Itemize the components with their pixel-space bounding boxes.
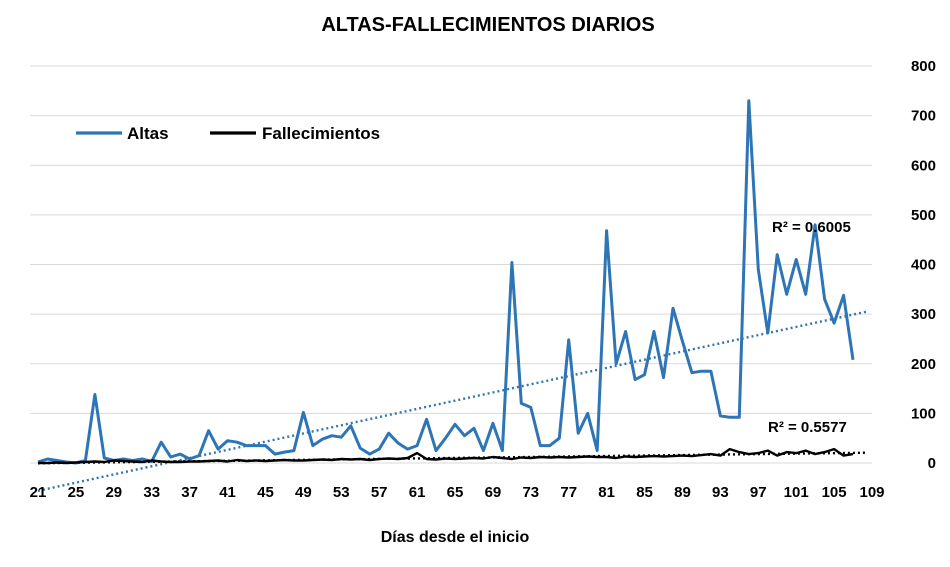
legend: Altas Fallecimientos <box>76 124 380 143</box>
y-tick-label: 800 <box>911 58 936 75</box>
x-tick-label: 57 <box>371 484 388 501</box>
y-tick-label: 700 <box>911 108 936 125</box>
gridlines <box>30 65 872 464</box>
x-tick-label: 29 <box>105 484 122 501</box>
r-squared-altas: R² = 0.6005 <box>772 219 851 236</box>
series-lines <box>37 99 855 465</box>
y-tick-label: 0 <box>928 455 936 472</box>
y-tick-label: 600 <box>911 157 936 174</box>
x-tick-label: 81 <box>598 484 615 501</box>
x-tick-label: 69 <box>485 484 502 501</box>
x-tick-label: 105 <box>822 484 847 501</box>
x-tick-label: 85 <box>636 484 653 501</box>
x-tick-label: 61 <box>409 484 426 501</box>
y-tick-label: 200 <box>911 356 936 373</box>
x-tick-label: 65 <box>447 484 464 501</box>
x-tick-labels: 21 25 29 33 37 41 45 49 53 57 61 65 69 73 77 81 85 89 93 97… <box>30 484 885 501</box>
x-tick-label: 25 <box>68 484 85 501</box>
y-tick-label: 300 <box>911 306 936 323</box>
x-tick-label: 73 <box>522 484 539 501</box>
x-tick-label: 93 <box>712 484 729 501</box>
y-tick-labels: 0 100 200 300 400 500 600 700 800 <box>911 58 936 472</box>
x-tick-label: 101 <box>784 484 809 501</box>
legend-label-fallecimientos: Fallecimientos <box>262 124 380 143</box>
x-axis-label: Días desde el inicio <box>381 529 530 546</box>
y-tick-label: 500 <box>911 207 936 224</box>
chart-title: ALTAS-FALLECIMIENTOS DIARIOS <box>321 14 654 36</box>
x-tick-label: 89 <box>674 484 691 501</box>
x-tick-label: 41 <box>219 484 236 501</box>
x-tick-label: 37 <box>181 484 198 501</box>
trendline-fallecimientos <box>37 451 868 465</box>
x-tick-label: 97 <box>750 484 767 501</box>
y-tick-label: 100 <box>911 405 936 422</box>
series-line-fallecimientos <box>38 447 854 465</box>
x-tick-label: 33 <box>143 484 160 501</box>
r-squared-fallecimientos: R² = 0.5577 <box>768 419 847 436</box>
series-line-altas <box>37 99 855 465</box>
x-tick-label: 21 <box>30 484 47 501</box>
legend-label-altas: Altas <box>127 124 169 143</box>
x-tick-label: 49 <box>295 484 312 501</box>
x-tick-label: 45 <box>257 484 274 501</box>
y-tick-label: 400 <box>911 257 936 274</box>
x-tick-label: 53 <box>333 484 350 501</box>
x-tick-label: 77 <box>560 484 577 501</box>
x-tick-label: 109 <box>859 484 884 501</box>
